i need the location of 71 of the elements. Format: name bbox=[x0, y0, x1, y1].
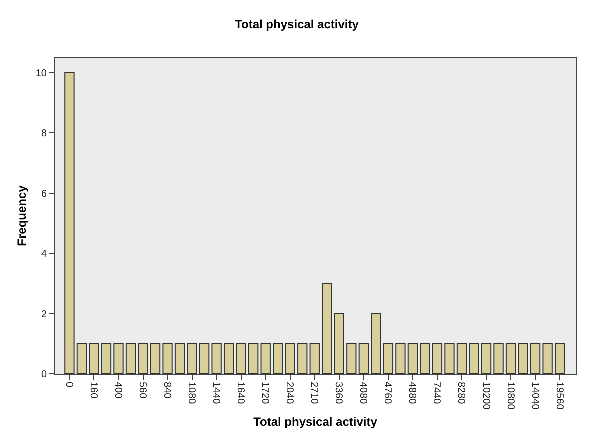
bar bbox=[408, 343, 418, 374]
bar bbox=[126, 343, 136, 374]
bar bbox=[383, 343, 394, 374]
bar bbox=[76, 343, 88, 374]
bar bbox=[371, 313, 382, 374]
bar bbox=[260, 343, 271, 374]
bar bbox=[506, 343, 516, 374]
bar bbox=[444, 343, 455, 374]
bar bbox=[322, 283, 332, 374]
bar bbox=[481, 343, 492, 374]
x-tick-label: 14040 bbox=[529, 382, 540, 410]
bar bbox=[187, 343, 198, 374]
x-tick-label: 19560 bbox=[554, 382, 565, 410]
y-tick-label: 4 bbox=[41, 249, 48, 260]
y-tick-label: 6 bbox=[41, 188, 48, 200]
bar bbox=[358, 343, 370, 374]
chart-title: Total physical activity bbox=[235, 17, 360, 32]
x-tick-label: 7440 bbox=[431, 382, 442, 405]
x-tick-label: 10200 bbox=[480, 382, 492, 410]
bar bbox=[199, 343, 210, 374]
bar bbox=[298, 343, 308, 374]
y-tick-label: 2 bbox=[41, 309, 48, 320]
bar bbox=[236, 343, 246, 374]
x-tick-label: 4880 bbox=[406, 382, 418, 405]
bar bbox=[64, 72, 75, 374]
x-tick-label: 1440 bbox=[210, 382, 222, 405]
x-tick-label: 2040 bbox=[284, 382, 296, 405]
bar bbox=[285, 343, 296, 374]
bar bbox=[273, 343, 284, 374]
x-tick-label: 560 bbox=[137, 382, 148, 400]
bar bbox=[530, 343, 541, 374]
x-tick-label: 1080 bbox=[186, 382, 198, 405]
bar bbox=[162, 343, 173, 374]
x-tick-label: 10800 bbox=[504, 382, 516, 410]
bar bbox=[101, 343, 112, 374]
bar bbox=[456, 343, 468, 374]
bar bbox=[554, 343, 566, 374]
bar bbox=[89, 343, 100, 374]
bar bbox=[432, 343, 443, 374]
x-tick-label: 3360 bbox=[333, 382, 344, 405]
bar bbox=[518, 343, 528, 374]
bar bbox=[138, 343, 148, 374]
bar bbox=[469, 343, 480, 374]
bar bbox=[346, 343, 357, 374]
x-tick-label: 4760 bbox=[382, 382, 394, 405]
bar bbox=[248, 343, 259, 374]
bar bbox=[542, 343, 553, 374]
x-tick-label: 160 bbox=[88, 382, 99, 400]
bar bbox=[150, 343, 161, 374]
bar bbox=[212, 343, 222, 374]
bar bbox=[310, 343, 320, 374]
bar bbox=[396, 343, 406, 374]
y-tick-label: 8 bbox=[41, 128, 48, 140]
bar bbox=[224, 343, 234, 374]
x-tick-label: 400 bbox=[112, 382, 124, 400]
bar bbox=[114, 343, 124, 374]
x-tick-label: 1640 bbox=[235, 382, 246, 405]
bar bbox=[494, 343, 504, 374]
bar bbox=[174, 343, 186, 374]
x-tick-label: 0 bbox=[63, 382, 74, 388]
bar bbox=[334, 313, 344, 374]
x-tick-label: 2710 bbox=[308, 382, 320, 405]
x-tick-label: 4080 bbox=[358, 382, 369, 405]
bar bbox=[420, 343, 430, 374]
x-tick-label: 840 bbox=[162, 382, 173, 400]
y-tick-label: 10 bbox=[36, 68, 48, 80]
x-tick-label: 1720 bbox=[260, 382, 271, 405]
y-axis-title: Frequency bbox=[15, 185, 30, 246]
x-tick-label: 8280 bbox=[456, 382, 467, 405]
y-tick-label: 0 bbox=[41, 370, 48, 380]
x-axis-title: Total physical activity bbox=[254, 415, 378, 430]
